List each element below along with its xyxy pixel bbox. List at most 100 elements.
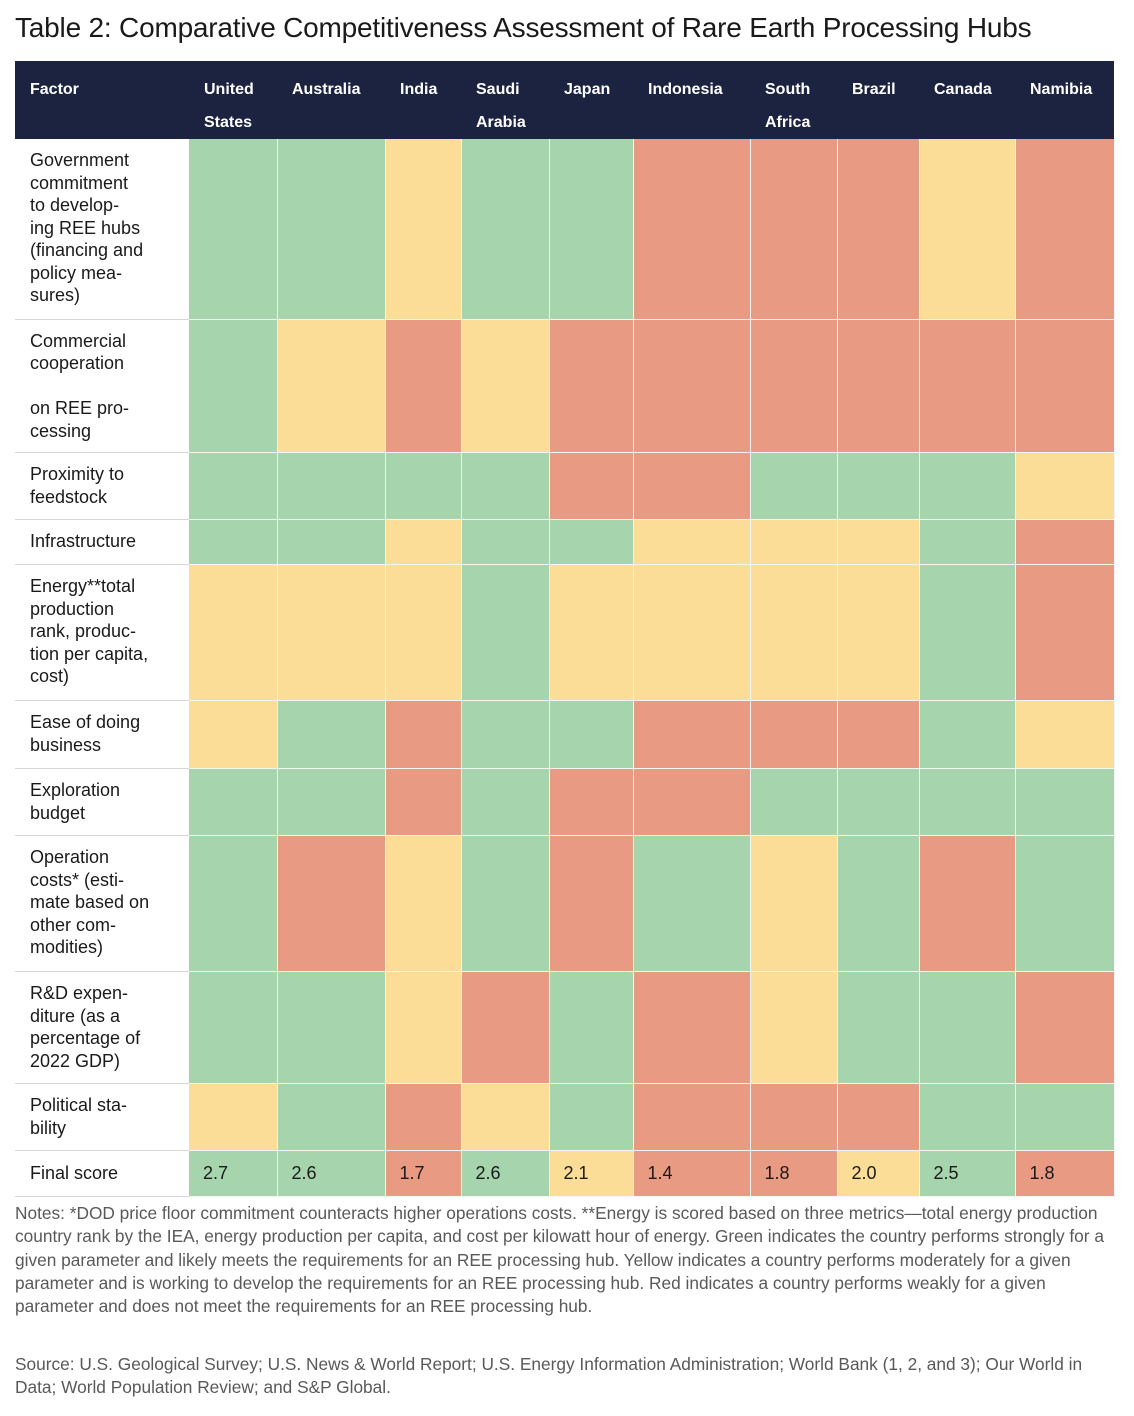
factor-label: Energy**total production rank, produc- t… [15,564,189,701]
rating-cell-moderate [837,564,920,701]
final-score-cell: 2.5 [919,1150,1016,1197]
rating-cell-weak [750,319,838,453]
final-score-cell: 2.6 [461,1150,550,1197]
factor-label: Proximity to feedstock [15,452,189,520]
factor-label: Operation costs* (esti- mate based on ot… [15,835,189,972]
rating-cell-moderate [385,139,462,320]
column-header-country: Canada [919,61,1015,139]
table-row: Operation costs* (esti- mate based on ot… [15,835,1115,972]
rating-cell-moderate [385,564,462,701]
final-score-row: Final score 2.7 2.6 1.7 2.6 2.1 1.4 1.8 2.0 2.5 1.… [15,1150,1115,1197]
factor-label: Infrastructure [15,519,189,565]
final-score-cell: 1.7 [385,1150,462,1197]
rating-cell-strong [277,139,386,320]
rating-cell-strong [277,768,386,836]
rating-cell-strong [750,768,838,836]
final-score-cell: 2.7 [189,1150,278,1197]
rating-cell-weak [549,768,634,836]
rating-cell-moderate [189,564,278,701]
rating-cell-strong [461,564,550,701]
rating-cell-weak [919,319,1016,453]
table-row: Ease of doing business [15,700,1115,769]
rating-cell-strong [837,835,920,972]
rating-cell-weak [385,1083,462,1151]
rating-cell-weak [750,139,838,320]
rating-cell-strong [461,835,550,972]
rating-cell-weak [633,768,751,836]
rating-cell-strong [461,768,550,836]
final-score-cell: 1.8 [750,1150,838,1197]
rating-cell-weak [1015,319,1115,453]
final-score-cell: 1.4 [633,1150,751,1197]
factor-label: R&D expen- diture (as a percentage of 20… [15,971,189,1084]
rating-cell-weak [277,835,386,972]
rating-cell-strong [549,519,634,565]
rating-cell-weak [633,700,751,769]
rating-cell-strong [277,971,386,1084]
rating-cell-strong [1015,1083,1115,1151]
header-row: Factor United States Australia India Saudi A… [15,61,1114,139]
rating-cell-moderate [549,564,634,701]
column-header-country: Brazil [837,61,919,139]
rating-cell-moderate [277,319,386,453]
rating-cell-moderate [750,835,838,972]
table-row: Commercial cooperation on REE pro- cessi… [15,319,1115,453]
rating-cell-strong [277,1083,386,1151]
rating-cell-strong [189,452,278,520]
rating-cell-weak [1015,519,1115,565]
rating-cell-weak [837,319,920,453]
rating-cell-weak [1015,564,1115,701]
rating-cell-strong [189,768,278,836]
rating-cell-weak [919,835,1016,972]
assessment-table: Factor United States Australia India Saudi A… [15,61,1115,1197]
rating-cell-strong [277,519,386,565]
rating-cell-strong [919,768,1016,836]
rating-cell-weak [1015,971,1115,1084]
rating-cell-weak [633,1083,751,1151]
rating-cell-strong [750,452,838,520]
rating-cell-strong [919,564,1016,701]
rating-cell-strong [385,452,462,520]
factor-label: Political sta- bility [15,1083,189,1151]
rating-cell-strong [277,700,386,769]
rating-cell-strong [1015,835,1115,972]
final-score-cell: 2.0 [837,1150,920,1197]
rating-cell-weak [837,700,920,769]
rating-cell-weak [385,700,462,769]
rating-cell-strong [461,519,550,565]
rating-cell-weak [837,1083,920,1151]
rating-cell-weak [750,700,838,769]
final-score-cell: 2.1 [549,1150,634,1197]
rating-cell-weak [461,971,550,1084]
column-header-country: Indonesia [633,61,750,139]
factor-label: Ease of doing business [15,700,189,769]
rating-cell-moderate [1015,452,1115,520]
table-row: Proximity to feedstock [15,452,1115,520]
column-header-country: South Africa [750,61,837,139]
rating-cell-weak [633,319,751,453]
factor-label: Exploration budget [15,768,189,836]
rating-cell-moderate [919,139,1016,320]
column-header-country: India [385,61,461,139]
rating-cell-strong [189,835,278,972]
rating-cell-strong [549,971,634,1084]
rating-cell-moderate [837,519,920,565]
rating-cell-weak [1015,139,1115,320]
rating-cell-moderate [750,519,838,565]
rating-cell-strong [189,319,278,453]
rating-cell-strong [461,139,550,320]
rating-cell-strong [919,971,1016,1084]
rating-cell-strong [461,452,550,520]
rating-cell-weak [633,452,751,520]
rating-cell-strong [837,452,920,520]
rating-cell-weak [750,1083,838,1151]
rating-cell-moderate [633,564,751,701]
rating-cell-strong [1015,768,1115,836]
rating-cell-moderate [385,519,462,565]
notes-text: Notes: *DOD price floor commitment count… [15,1203,1104,1317]
rating-cell-moderate [277,564,386,701]
column-header-country: Australia [277,61,385,139]
column-header-country: Saudi Arabia [461,61,549,139]
column-header-country: Japan [549,61,633,139]
rating-cell-strong [277,452,386,520]
